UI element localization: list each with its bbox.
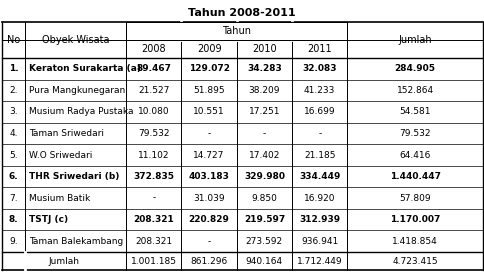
Text: 7.: 7.: [9, 194, 18, 203]
Text: 8.: 8.: [9, 215, 18, 224]
Text: Tahun 2008-2011: Tahun 2008-2011: [188, 8, 295, 18]
Text: 1.: 1.: [9, 64, 18, 73]
Text: 1.440.447: 1.440.447: [389, 172, 440, 181]
Text: 273.592: 273.592: [245, 237, 282, 246]
Text: 2008: 2008: [141, 44, 166, 54]
Text: 38.209: 38.209: [248, 86, 280, 95]
Text: 31.039: 31.039: [193, 194, 225, 203]
Text: 2011: 2011: [307, 44, 332, 54]
Text: 403.183: 403.183: [188, 172, 229, 181]
Text: -: -: [152, 194, 155, 203]
Text: 54.581: 54.581: [399, 107, 430, 116]
Text: 2010: 2010: [252, 44, 276, 54]
Text: 4.723.415: 4.723.415: [392, 256, 437, 265]
Text: 334.449: 334.449: [299, 172, 340, 181]
Text: 2.: 2.: [9, 86, 18, 95]
Text: 372.835: 372.835: [133, 172, 174, 181]
Text: 21.185: 21.185: [303, 150, 335, 159]
Text: 4.: 4.: [9, 129, 18, 138]
Text: 14.727: 14.727: [193, 150, 224, 159]
Text: 1.712.449: 1.712.449: [296, 256, 342, 265]
Text: 32.083: 32.083: [302, 64, 336, 73]
Text: Musium Batik: Musium Batik: [29, 194, 90, 203]
Text: 34.283: 34.283: [246, 64, 281, 73]
Text: 219.597: 219.597: [243, 215, 285, 224]
Text: 16.920: 16.920: [303, 194, 335, 203]
Text: 6.: 6.: [9, 172, 18, 181]
Text: 79.532: 79.532: [138, 129, 169, 138]
Text: Jumlah: Jumlah: [397, 35, 431, 45]
Text: 10.551: 10.551: [193, 107, 225, 116]
Text: No: No: [7, 35, 20, 45]
Text: 3.: 3.: [9, 107, 18, 116]
Text: Tahun: Tahun: [222, 26, 251, 36]
Text: Jumlah: Jumlah: [48, 256, 79, 265]
Text: 16.699: 16.699: [303, 107, 335, 116]
Text: 11.102: 11.102: [138, 150, 169, 159]
Text: 936.941: 936.941: [301, 237, 338, 246]
Text: 1.001.185: 1.001.185: [131, 256, 176, 265]
Text: 208.321: 208.321: [133, 215, 174, 224]
Text: Keraton Surakarta (a): Keraton Surakarta (a): [29, 64, 141, 73]
Text: 1.418.854: 1.418.854: [392, 237, 437, 246]
Text: 9.: 9.: [9, 237, 18, 246]
Text: Obyek Wisata: Obyek Wisata: [42, 35, 109, 45]
Text: 220.829: 220.829: [188, 215, 229, 224]
Text: 9.850: 9.850: [251, 194, 277, 203]
Text: 51.895: 51.895: [193, 86, 225, 95]
Text: 64.416: 64.416: [399, 150, 430, 159]
Text: 17.402: 17.402: [248, 150, 279, 159]
Text: 129.072: 129.072: [188, 64, 229, 73]
Text: TSTJ (c): TSTJ (c): [29, 215, 68, 224]
Text: 861.296: 861.296: [190, 256, 227, 265]
Text: Musium Radya Pustaka: Musium Radya Pustaka: [29, 107, 133, 116]
Text: -: -: [318, 129, 321, 138]
Text: 57.809: 57.809: [398, 194, 430, 203]
Text: Taman Sriwedari: Taman Sriwedari: [29, 129, 104, 138]
Text: W.O Sriwedari: W.O Sriwedari: [29, 150, 92, 159]
Text: -: -: [262, 129, 265, 138]
Text: Pura Mangkunegaran: Pura Mangkunegaran: [29, 86, 125, 95]
Text: 10.080: 10.080: [137, 107, 169, 116]
Text: 89.467: 89.467: [136, 64, 171, 73]
Text: 152.864: 152.864: [396, 86, 433, 95]
Text: -: -: [207, 129, 210, 138]
Text: 329.980: 329.980: [243, 172, 284, 181]
Text: 284.905: 284.905: [394, 64, 435, 73]
Text: 21.527: 21.527: [138, 86, 169, 95]
Text: 5.: 5.: [9, 150, 18, 159]
Text: 940.164: 940.164: [245, 256, 282, 265]
Text: 312.939: 312.939: [299, 215, 340, 224]
Text: 17.251: 17.251: [248, 107, 280, 116]
Text: 2009: 2009: [197, 44, 221, 54]
Text: -: -: [207, 237, 210, 246]
Text: 79.532: 79.532: [399, 129, 430, 138]
Text: 41.233: 41.233: [303, 86, 335, 95]
Text: Taman Balekambang: Taman Balekambang: [29, 237, 123, 246]
Text: 1.170.007: 1.170.007: [389, 215, 439, 224]
Text: THR Sriwedari (b): THR Sriwedari (b): [29, 172, 119, 181]
Text: 208.321: 208.321: [135, 237, 172, 246]
